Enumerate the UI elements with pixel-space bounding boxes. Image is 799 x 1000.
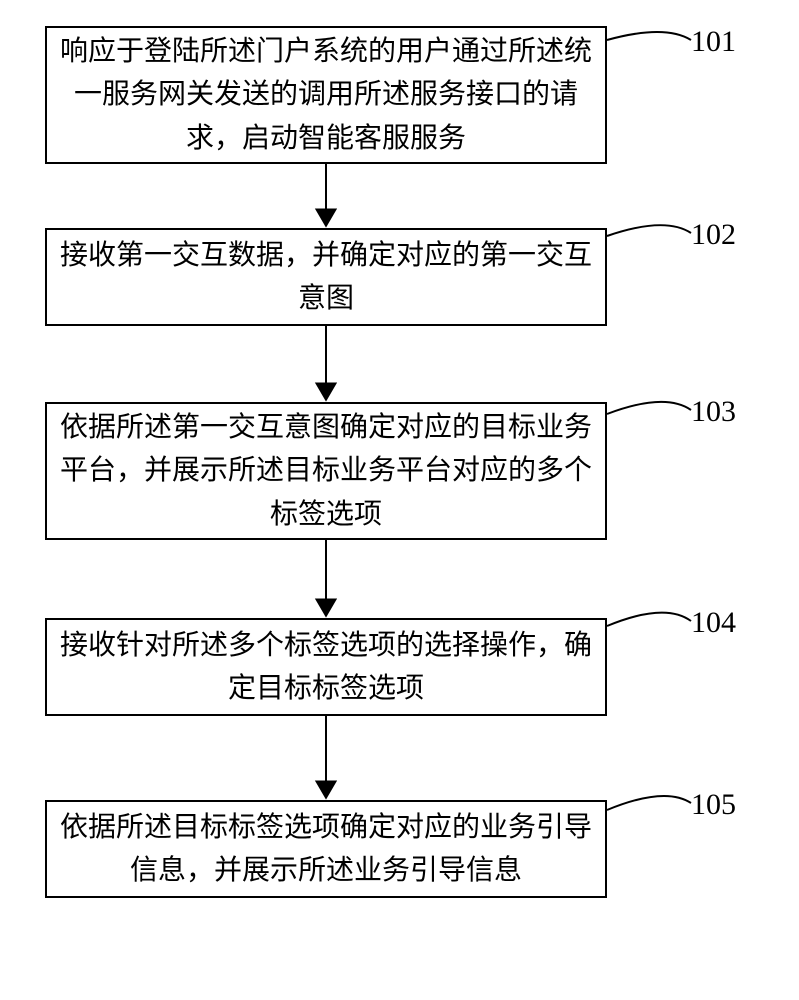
step-label-1: 101 [691,25,736,59]
flow-node-4-text: 接收针对所述多个标签选项的选择操作，确定目标标签选项 [57,624,595,711]
flow-node-3-text: 依据所述第一交互意图确定对应的目标业务平台，并展示所述目标业务平台对应的多个标签… [57,406,595,536]
flow-node-2: 接收第一交互数据，并确定对应的第一交互意图 [45,228,607,326]
step-label-5: 105 [691,788,736,822]
step-label-3: 103 [691,395,736,429]
flow-node-5: 依据所述目标标签选项确定对应的业务引导信息，并展示所述业务引导信息 [45,800,607,898]
flow-node-1: 响应于登陆所述门户系统的用户通过所述统一服务网关发送的调用所述服务接口的请求，启… [45,26,607,164]
flow-node-5-text: 依据所述目标标签选项确定对应的业务引导信息，并展示所述业务引导信息 [57,806,595,893]
flow-node-1-text: 响应于登陆所述门户系统的用户通过所述统一服务网关发送的调用所述服务接口的请求，启… [57,30,595,160]
flowchart-canvas: 响应于登陆所述门户系统的用户通过所述统一服务网关发送的调用所述服务接口的请求，启… [0,0,799,1000]
flow-node-2-text: 接收第一交互数据，并确定对应的第一交互意图 [57,234,595,321]
step-label-4: 104 [691,606,736,640]
step-label-2: 102 [691,218,736,252]
flow-node-3: 依据所述第一交互意图确定对应的目标业务平台，并展示所述目标业务平台对应的多个标签… [45,402,607,540]
flow-node-4: 接收针对所述多个标签选项的选择操作，确定目标标签选项 [45,618,607,716]
